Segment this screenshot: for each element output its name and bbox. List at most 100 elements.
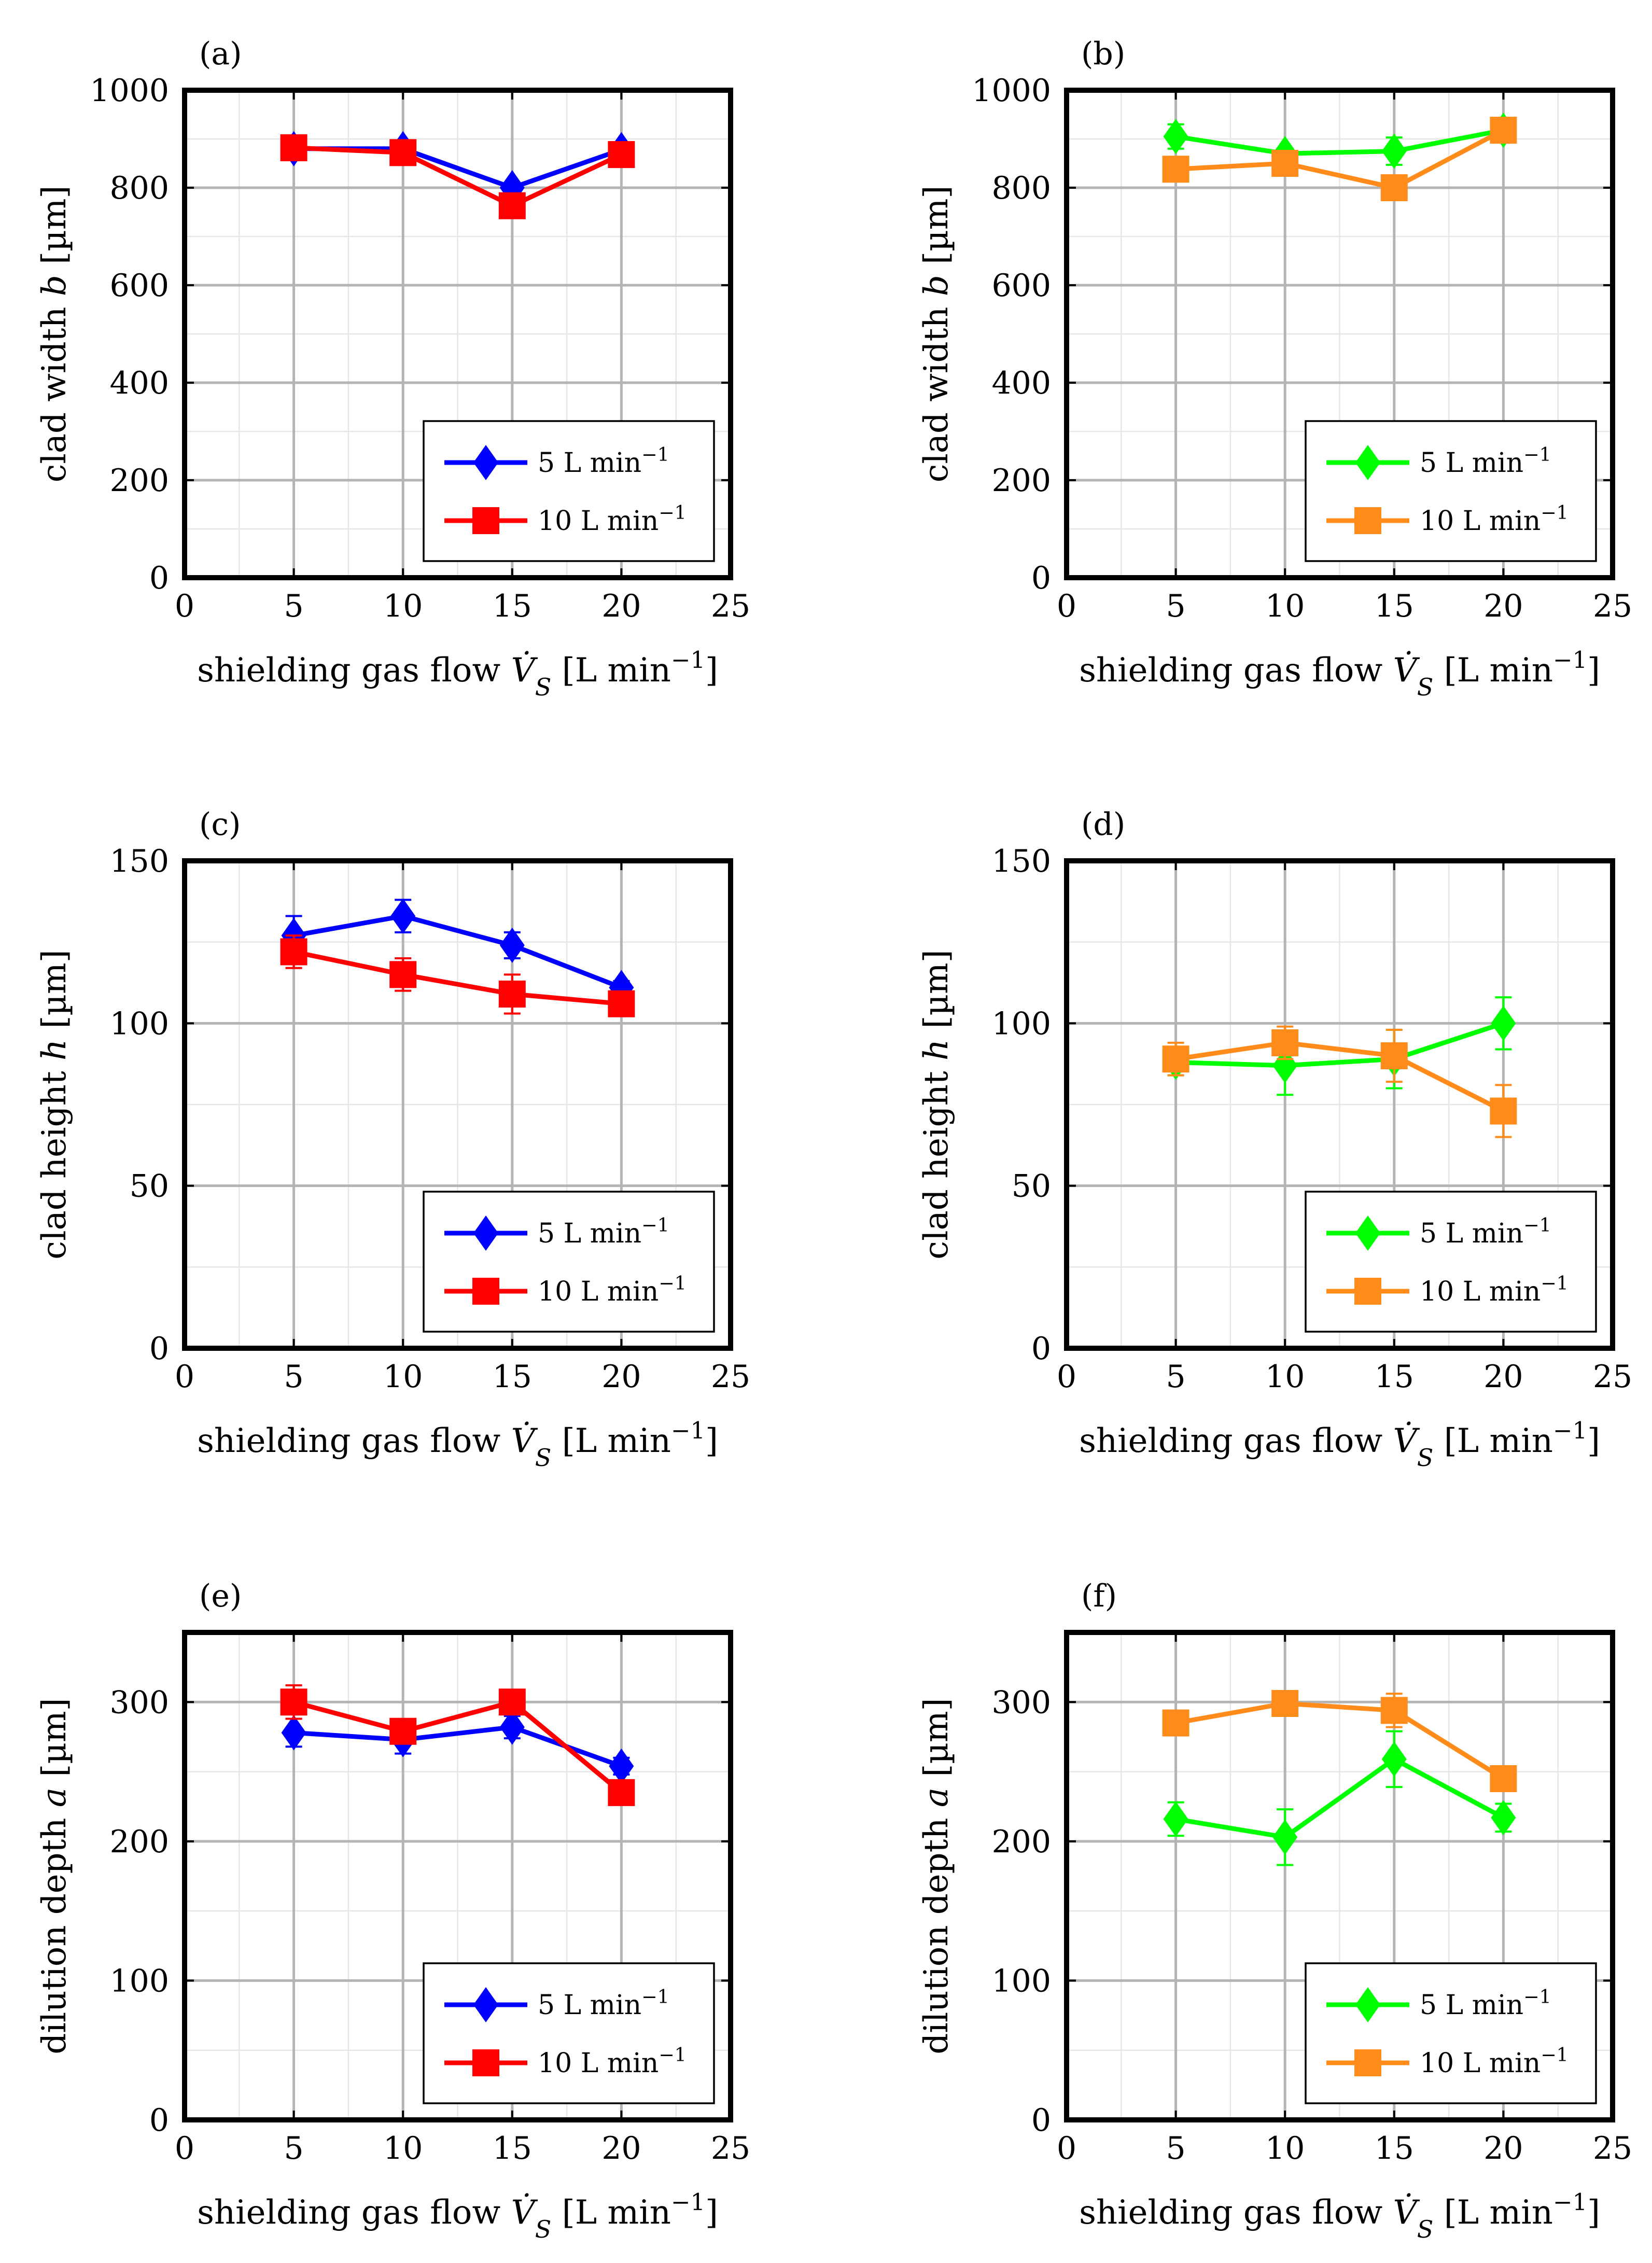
x-tick-label: 5 [284, 588, 304, 624]
y-tick-label: 50 [130, 1168, 169, 1205]
x-tick-label: 20 [1483, 588, 1523, 624]
legend-marker [1354, 507, 1381, 534]
x-axis-label: shielding gas flow V̇S [L min−1] [1079, 2188, 1600, 2244]
legend-marker [1355, 1216, 1380, 1251]
legend-box [423, 1191, 715, 1333]
y-tick-label: 300 [109, 1684, 169, 1721]
x-tick-label: 10 [1265, 1359, 1305, 1395]
x-tick-label: 10 [383, 1359, 423, 1395]
y-axis-label: dilution depth a [µm] [917, 1698, 956, 2054]
series-line [293, 914, 623, 990]
x-tick-label: 25 [711, 588, 750, 624]
x-tick-label: 10 [1265, 588, 1305, 624]
y-tick-label: 400 [109, 365, 169, 401]
legend: 5 L min−1 10 L min−1 [423, 1191, 715, 1333]
y-tick-label: 100 [991, 1963, 1051, 1999]
series-2 [280, 1684, 635, 1806]
y-tick-label: 600 [991, 268, 1051, 304]
data-point [1491, 1005, 1516, 1041]
data-point [1490, 117, 1517, 144]
legend-item-1: 5 L min−1 [1326, 1214, 1551, 1251]
legend: 5 L min−1 10 L min−1 [423, 1962, 715, 2104]
y-tick-label: 200 [109, 1824, 169, 1860]
legend-label: 10 L min−1 [1420, 501, 1569, 537]
data-point [280, 1688, 307, 1716]
x-tick-label: 20 [601, 2130, 641, 2167]
x-axis-label: shielding gas flow V̇S [L min−1] [197, 646, 718, 702]
series-2 [1162, 1025, 1517, 1138]
x-axis-label: shielding gas flow V̇S [L min−1] [197, 1417, 718, 1472]
y-tick-label: 0 [149, 560, 169, 596]
legend-label: 5 L min−1 [538, 443, 669, 479]
x-tick-label: 25 [1593, 588, 1632, 624]
x-tick-label: 15 [493, 1359, 532, 1395]
y-tick-label: 150 [991, 843, 1051, 879]
data-point [498, 1688, 526, 1716]
series-line [1175, 1040, 1505, 1113]
x-tick-label: 25 [1593, 2130, 1632, 2167]
panel-label: (d) [1081, 806, 1125, 843]
legend-box [423, 1962, 715, 2104]
series-line [1175, 1021, 1504, 1068]
series-line [293, 145, 623, 208]
plot-frame [182, 1630, 733, 2122]
legend: 5 L min−1 10 L min−1 [1305, 1962, 1597, 2104]
data-point [280, 938, 307, 966]
x-tick-label: 10 [383, 588, 423, 624]
legend-label: 10 L min−1 [538, 2044, 687, 2079]
legend-marker [1354, 1278, 1381, 1305]
data-point [1163, 119, 1188, 155]
data-point [608, 990, 635, 1017]
series-2 [1162, 117, 1517, 201]
x-axis-label: shielding gas flow V̇S [L min−1] [1079, 1417, 1600, 1472]
series-line [1175, 128, 1504, 156]
panel-label: (b) [1081, 36, 1125, 72]
data-point [1490, 1765, 1517, 1792]
legend-marker [472, 507, 499, 534]
data-point [1380, 174, 1408, 201]
data-point [1491, 1800, 1516, 1836]
x-tick-label: 25 [1593, 1359, 1632, 1395]
y-tick-label: 1000 [972, 73, 1051, 109]
legend-marker [473, 1987, 498, 2022]
legend-label: 5 L min−1 [1420, 1986, 1551, 2021]
y-tick-label: 200 [991, 463, 1051, 499]
y-tick-label: 0 [149, 1331, 169, 1367]
y-tick-label: 0 [1031, 1331, 1051, 1367]
data-point [1163, 1801, 1188, 1837]
x-tick-label: 15 [493, 2130, 532, 2167]
series-1 [1163, 1730, 1516, 1866]
chart-panel-e: 0 5 10 15 20 25 0 100 200 300 (e) shielding gas flo… [35, 1578, 750, 2243]
x-tick-label: 20 [601, 1359, 641, 1395]
legend: 5 L min−1 10 L min−1 [1305, 1191, 1597, 1333]
legend-label: 5 L min−1 [538, 1214, 669, 1250]
x-tick-label: 15 [493, 588, 532, 624]
x-tick-label: 20 [1483, 2130, 1523, 2167]
legend-item-2: 10 L min−1 [1326, 501, 1569, 537]
legend-item-1: 5 L min−1 [444, 1214, 669, 1251]
x-tick-label: 25 [711, 2130, 750, 2167]
y-tick-label: 200 [109, 463, 169, 499]
x-tick-label: 5 [1166, 1359, 1186, 1395]
legend-label: 10 L min−1 [1420, 2044, 1569, 2079]
series-line [293, 949, 622, 1007]
data-point [608, 1779, 635, 1806]
legend: 5 L min−1 10 L min−1 [423, 420, 715, 562]
y-tick-label: 300 [991, 1684, 1051, 1721]
legend-marker [473, 445, 498, 480]
data-point [1162, 156, 1189, 183]
x-tick-label: 5 [1166, 2130, 1186, 2167]
legend-label: 10 L min−1 [1420, 1272, 1569, 1308]
data-point [608, 141, 635, 169]
y-tick-label: 100 [109, 1005, 169, 1042]
y-axis-label: clad height h [µm] [917, 949, 956, 1259]
legend-marker [1355, 1987, 1380, 2022]
legend-label: 5 L min−1 [1420, 443, 1551, 479]
data-point [389, 1717, 417, 1745]
data-point [499, 1709, 525, 1745]
data-point [1380, 1042, 1408, 1069]
data-point [1271, 150, 1299, 177]
x-tick-label: 5 [1166, 588, 1186, 624]
data-point [389, 961, 417, 988]
